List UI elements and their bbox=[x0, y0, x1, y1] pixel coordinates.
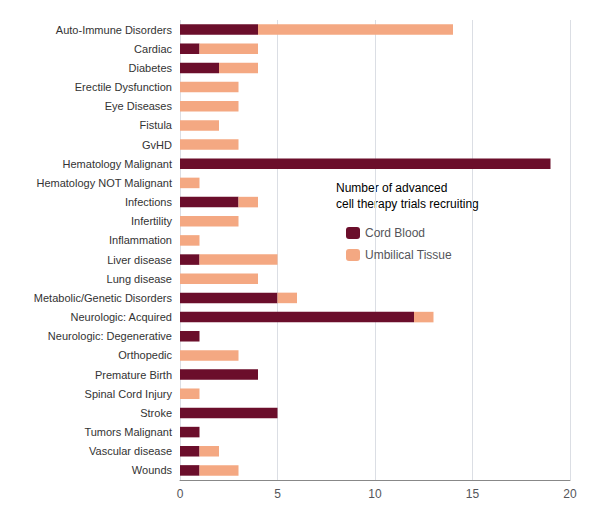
svg-text:Cardiac: Cardiac bbox=[134, 43, 172, 55]
svg-text:Eye Diseases: Eye Diseases bbox=[105, 100, 173, 112]
svg-text:Fistula: Fistula bbox=[140, 119, 173, 131]
svg-text:Neurologic: Acquired: Neurologic: Acquired bbox=[70, 311, 172, 323]
svg-text:Premature Birth: Premature Birth bbox=[95, 369, 172, 381]
svg-text:Erectile Dysfunction: Erectile Dysfunction bbox=[75, 81, 172, 93]
svg-text:Cord Blood: Cord Blood bbox=[365, 226, 425, 240]
svg-text:Hematology NOT Malignant: Hematology NOT Malignant bbox=[36, 177, 172, 189]
svg-text:Auto-Immune Disorders: Auto-Immune Disorders bbox=[56, 24, 173, 36]
svg-text:Number of advanced: Number of advanced bbox=[336, 181, 447, 195]
svg-text:20: 20 bbox=[563, 487, 577, 501]
svg-text:0: 0 bbox=[177, 487, 184, 501]
svg-text:Liver disease: Liver disease bbox=[107, 254, 172, 266]
svg-text:Orthopedic: Orthopedic bbox=[118, 349, 172, 361]
svg-text:Wounds: Wounds bbox=[132, 464, 173, 476]
svg-text:Tumors Malignant: Tumors Malignant bbox=[84, 426, 172, 438]
svg-text:Lung disease: Lung disease bbox=[107, 273, 172, 285]
svg-text:Neurologic: Degenerative: Neurologic: Degenerative bbox=[48, 330, 172, 342]
svg-text:Spinal Cord Injury: Spinal Cord Injury bbox=[85, 388, 173, 400]
svg-text:Metabolic/Genetic Disorders: Metabolic/Genetic Disorders bbox=[34, 292, 173, 304]
svg-text:Infections: Infections bbox=[125, 196, 173, 208]
svg-text:Inflammation: Inflammation bbox=[109, 234, 172, 246]
svg-text:15: 15 bbox=[466, 487, 480, 501]
svg-text:cell therapy trials recruiting: cell therapy trials recruiting bbox=[336, 197, 479, 211]
svg-text:Vascular disease: Vascular disease bbox=[89, 445, 172, 457]
svg-text:Hematology Malignant: Hematology Malignant bbox=[63, 158, 172, 170]
svg-text:Infertility: Infertility bbox=[131, 215, 172, 227]
svg-text:Umbilical Tissue: Umbilical Tissue bbox=[365, 248, 452, 262]
svg-text:GvHD: GvHD bbox=[142, 139, 172, 151]
svg-text:Stroke: Stroke bbox=[140, 407, 172, 419]
svg-text:5: 5 bbox=[274, 487, 281, 501]
svg-text:10: 10 bbox=[368, 487, 382, 501]
svg-text:Diabetes: Diabetes bbox=[129, 62, 173, 74]
